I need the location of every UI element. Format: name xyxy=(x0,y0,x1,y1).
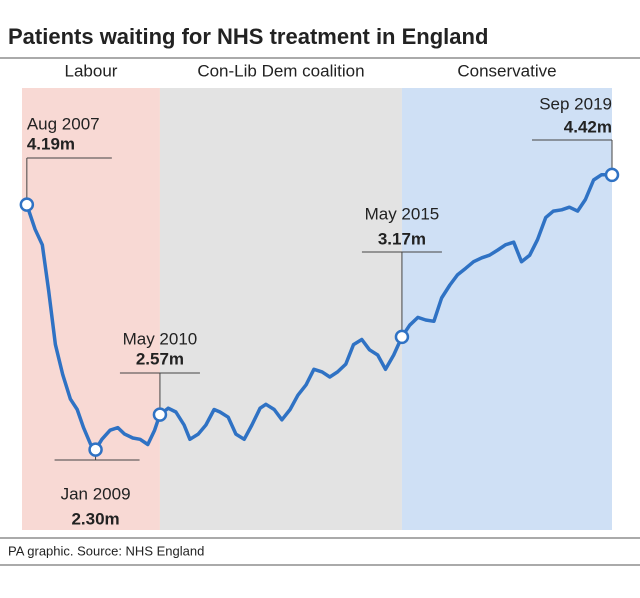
annotation-value: 2.57m xyxy=(136,349,184,368)
annotation-value: 2.30m xyxy=(71,509,119,528)
annotation-date: May 2015 xyxy=(365,204,440,223)
annotation-point xyxy=(19,197,35,212)
annotation-point xyxy=(152,407,168,422)
annotation-value: 4.42m xyxy=(564,117,612,136)
annotation-value: 4.19m xyxy=(27,134,75,153)
annotation-value: 3.17m xyxy=(378,229,426,248)
period-label: Conservative xyxy=(457,61,556,80)
period-label: Con-Lib Dem coalition xyxy=(197,61,364,80)
source: PA graphic. Source: NHS England xyxy=(8,543,204,558)
period-band xyxy=(22,88,160,530)
annotation-point xyxy=(88,442,103,457)
data-line xyxy=(25,173,612,452)
period-band xyxy=(159,88,402,530)
annotation-point xyxy=(604,167,620,183)
annotation-date: Sep 2019 xyxy=(539,94,612,113)
period-label: Labour xyxy=(65,61,118,80)
period-band xyxy=(401,88,612,530)
annotation-date: Aug 2007 xyxy=(27,114,100,133)
annotation-point xyxy=(394,329,410,345)
annotation-date: May 2010 xyxy=(123,329,198,348)
chart-title: Patients waiting for NHS treatment in En… xyxy=(8,24,488,49)
annotation-date: Jan 2009 xyxy=(61,484,131,503)
